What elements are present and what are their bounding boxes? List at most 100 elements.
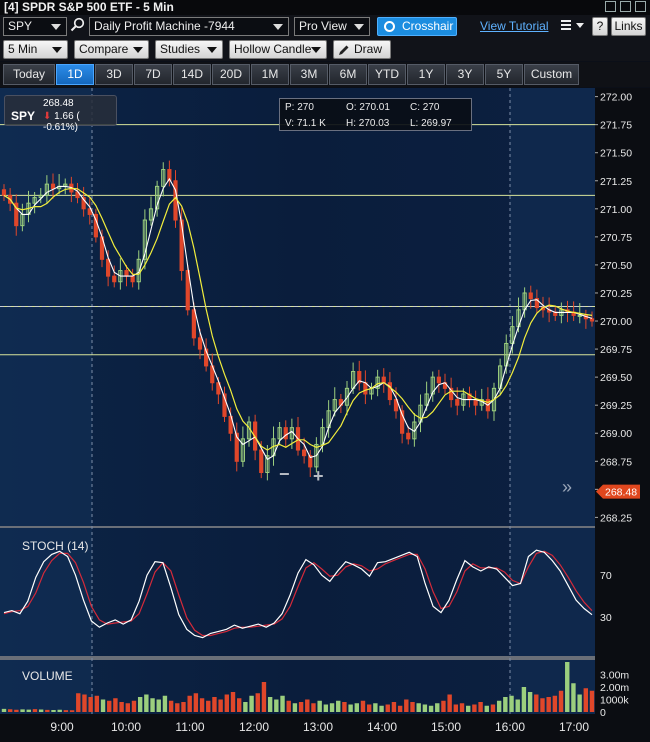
chevron-down-icon[interactable] bbox=[354, 24, 364, 30]
volume-bar bbox=[329, 703, 335, 712]
volume-panel bbox=[0, 660, 595, 714]
volume-bar bbox=[558, 690, 564, 712]
period-button-today[interactable]: Today bbox=[3, 64, 55, 85]
candle bbox=[136, 258, 141, 283]
period-button-3d[interactable]: 3D bbox=[95, 64, 133, 85]
time-tick-label: 16:00 bbox=[495, 720, 525, 734]
period-button-20d[interactable]: 20D bbox=[212, 64, 250, 85]
volume-bar bbox=[565, 662, 570, 712]
candle bbox=[308, 455, 313, 468]
search-icon[interactable] bbox=[69, 17, 86, 36]
time-tick-label: 12:00 bbox=[239, 720, 269, 734]
time-tick-label: 15:00 bbox=[431, 720, 461, 734]
volume-bar bbox=[540, 698, 545, 712]
period-button-1d[interactable]: 1D bbox=[56, 64, 94, 85]
price-tick-label: 269.25 bbox=[600, 400, 632, 412]
candle bbox=[148, 208, 154, 221]
candle bbox=[259, 449, 264, 474]
period-button-3m[interactable]: 3M bbox=[290, 64, 328, 85]
minimize-icon[interactable] bbox=[605, 1, 616, 12]
candle bbox=[191, 309, 196, 339]
period-bar: Today 1D 3D 7D 14D 20D 1M 3M 6M YTD 1Y 3Y 5Y Custom bbox=[0, 62, 650, 87]
volume-bar bbox=[373, 703, 378, 712]
volume-bar bbox=[453, 704, 459, 712]
volume-bar bbox=[472, 704, 477, 712]
volume-bar bbox=[38, 709, 44, 712]
quote-box: SPY 268.48 ⬇ 1.66 ( -0.61%) bbox=[4, 95, 117, 133]
candle bbox=[302, 449, 307, 457]
volume-bar bbox=[82, 694, 87, 712]
symbol-input[interactable]: SPY bbox=[3, 17, 67, 36]
period-button-ytd[interactable]: YTD bbox=[368, 64, 406, 85]
interval-select[interactable]: 5 Min bbox=[3, 40, 68, 59]
candle bbox=[455, 399, 460, 406]
volume-bar bbox=[509, 695, 514, 712]
candle bbox=[32, 197, 37, 204]
crosshair-button[interactable]: Crosshair bbox=[377, 17, 457, 36]
candle bbox=[393, 399, 399, 412]
candle bbox=[283, 427, 288, 440]
toolbar-row-1: SPY Daily Profit Machine -7944 Pro View … bbox=[0, 15, 650, 38]
studies-select[interactable]: Studies bbox=[155, 40, 223, 59]
maximize-icon[interactable] bbox=[620, 1, 631, 12]
period-button-6m[interactable]: 6M bbox=[329, 64, 367, 85]
candle bbox=[167, 169, 172, 182]
period-button-1y[interactable]: 1Y bbox=[407, 64, 445, 85]
chevron-down-icon[interactable] bbox=[273, 24, 283, 30]
volume-bar bbox=[317, 700, 322, 712]
price-tick-label: 270.75 bbox=[600, 232, 632, 244]
candle bbox=[406, 432, 411, 440]
period-button-5y[interactable]: 5Y bbox=[485, 64, 523, 85]
volume-bar bbox=[76, 693, 81, 712]
chevron-down-icon[interactable] bbox=[51, 24, 61, 30]
close-icon[interactable] bbox=[635, 1, 646, 12]
candle bbox=[234, 432, 239, 462]
account-select[interactable]: Daily Profit Machine -7944 bbox=[89, 17, 289, 36]
chart-area[interactable]: 272.00 271.75 271.50 271.25 271.00 270.75 270.… bbox=[0, 88, 650, 742]
volume-bar bbox=[484, 705, 489, 712]
compare-select[interactable]: Compare bbox=[74, 40, 149, 59]
candle bbox=[216, 382, 221, 395]
period-button-14d[interactable]: 14D bbox=[173, 64, 211, 85]
chevron-down-icon[interactable] bbox=[311, 47, 321, 53]
candle bbox=[179, 219, 184, 272]
stoch-panel bbox=[0, 528, 595, 656]
volume-bar bbox=[466, 705, 471, 712]
time-tick-label: 9:00 bbox=[50, 720, 74, 734]
candle bbox=[357, 371, 362, 384]
period-button-7d[interactable]: 7D bbox=[134, 64, 172, 85]
volume-bar bbox=[144, 694, 149, 712]
volume-bar bbox=[94, 695, 100, 712]
period-button-3y[interactable]: 3Y bbox=[446, 64, 484, 85]
candle bbox=[491, 387, 497, 412]
chevron-down-icon[interactable] bbox=[133, 47, 143, 53]
draw-button[interactable]: Draw bbox=[333, 40, 391, 59]
ohlc-c: C: 270 bbox=[410, 102, 440, 113]
chevron-down-icon[interactable] bbox=[207, 47, 217, 53]
volume-bar bbox=[459, 703, 465, 712]
volume-bar bbox=[422, 704, 428, 712]
help-button[interactable]: ? bbox=[592, 17, 608, 36]
volume-bar bbox=[441, 700, 446, 712]
view-tutorial-link[interactable]: View Tutorial bbox=[480, 19, 549, 33]
view-select[interactable]: Pro View bbox=[294, 17, 370, 36]
session-shade bbox=[0, 88, 92, 714]
menu-button[interactable] bbox=[556, 17, 590, 36]
chart-type-select[interactable]: Hollow Candle bbox=[229, 40, 327, 59]
chevron-down-icon[interactable] bbox=[52, 47, 62, 53]
volume-bar bbox=[113, 698, 118, 712]
candle bbox=[332, 399, 337, 412]
volume-bar bbox=[503, 697, 508, 712]
links-button[interactable]: Links bbox=[611, 17, 646, 36]
interval-value: 5 Min bbox=[8, 42, 38, 56]
chart-type-label: Hollow Candle bbox=[234, 42, 312, 56]
period-button-1m[interactable]: 1M bbox=[251, 64, 289, 85]
window-title: [4] SPDR S&P 500 ETF - 5 Min bbox=[4, 0, 174, 14]
period-button-custom[interactable]: Custom bbox=[524, 64, 579, 85]
price-tick-label: 270.25 bbox=[600, 288, 632, 300]
volume-bar bbox=[416, 703, 421, 712]
volume-bar bbox=[589, 690, 595, 712]
volume-bar bbox=[348, 704, 353, 712]
candle bbox=[112, 275, 117, 283]
candle bbox=[87, 208, 92, 215]
